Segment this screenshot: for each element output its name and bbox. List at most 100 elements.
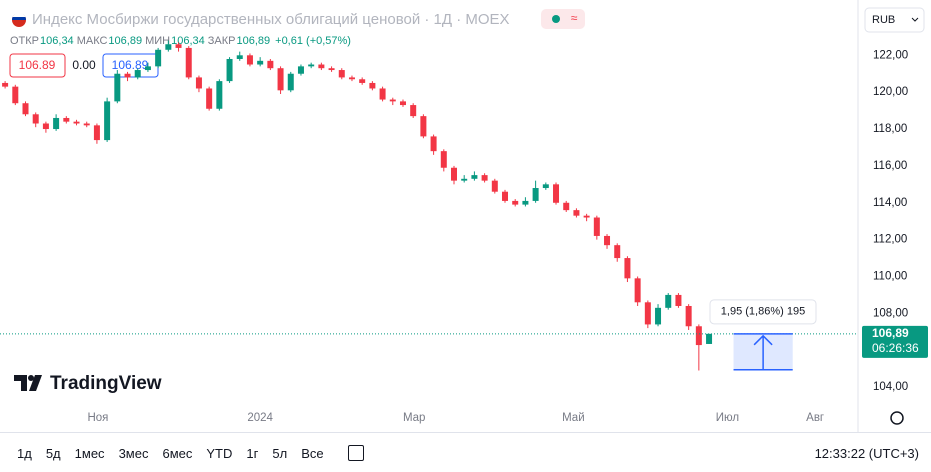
candle-body bbox=[461, 178, 468, 181]
range-button[interactable]: 5л bbox=[272, 445, 288, 461]
candle-body bbox=[655, 307, 662, 325]
candle-body bbox=[522, 200, 529, 205]
candle-body bbox=[53, 117, 60, 130]
candle-body bbox=[359, 79, 366, 83]
ohlc-label: ЗАКР bbox=[208, 35, 236, 47]
candle-body bbox=[379, 88, 386, 100]
candle-body bbox=[185, 47, 192, 78]
chevron bbox=[911, 17, 919, 22]
measure-arrow bbox=[753, 334, 773, 370]
candle-body bbox=[491, 180, 498, 192]
candle-body bbox=[430, 136, 437, 152]
status-badge[interactable] bbox=[541, 9, 585, 29]
candle-body bbox=[410, 105, 417, 117]
candle-body bbox=[685, 305, 692, 327]
chart-title: Индекс Мосбиржи государственных облигаци… bbox=[32, 11, 510, 28]
logo: TradingView bbox=[14, 373, 162, 394]
range-button[interactable]: 5д bbox=[45, 445, 61, 461]
candle-body bbox=[593, 217, 600, 236]
candle-body bbox=[624, 258, 631, 279]
candle-body bbox=[369, 82, 376, 89]
ohlc-label: ОТКР bbox=[10, 35, 39, 47]
candle-body bbox=[297, 66, 304, 74]
candle-body bbox=[634, 278, 641, 303]
currency-select[interactable] bbox=[864, 7, 925, 33]
candle-body bbox=[604, 235, 611, 246]
flag-icon bbox=[12, 12, 26, 17]
candle-body bbox=[236, 55, 243, 59]
range-button[interactable]: 3мес bbox=[118, 445, 149, 461]
calendar-icon[interactable] bbox=[347, 445, 364, 461]
logo-text: TradingView bbox=[50, 373, 162, 394]
price-label-box bbox=[862, 325, 928, 358]
candle-body bbox=[104, 101, 111, 141]
y-tick-label: 108,00 bbox=[873, 307, 908, 319]
range-button[interactable]: YTD bbox=[206, 445, 233, 461]
status-icon: ≈ bbox=[571, 11, 578, 25]
candle-body bbox=[389, 99, 396, 102]
ohlc-value: 106,34 bbox=[171, 35, 205, 47]
candle-body bbox=[195, 77, 202, 89]
candle-body bbox=[134, 70, 141, 78]
candle-body bbox=[665, 294, 672, 308]
y-tick-label: 118,00 bbox=[873, 123, 907, 135]
candle-body bbox=[287, 73, 294, 91]
y-tick-label: 104,00 bbox=[873, 381, 908, 393]
candle-body bbox=[553, 184, 560, 203]
logo-icon bbox=[28, 375, 34, 381]
x-tick-label: Авг bbox=[806, 412, 824, 424]
x-tick-label: Мар bbox=[403, 412, 426, 424]
y-tick-label: 122,00 bbox=[873, 49, 908, 61]
settings-icon[interactable] bbox=[890, 411, 904, 425]
x-tick-label: 2024 bbox=[247, 412, 273, 424]
candle-body bbox=[399, 101, 406, 106]
candle-body bbox=[542, 184, 549, 189]
candle-body bbox=[277, 68, 284, 91]
candle-body bbox=[471, 175, 478, 179]
candle-body bbox=[22, 103, 29, 115]
candle-body bbox=[175, 44, 182, 48]
toolbar: 1д 5д 1мес 3мес 6мес YTD 1г 5л Все 12:33:22 (UTC+… bbox=[0, 432, 931, 472]
ohlc-value: 106,89 bbox=[236, 35, 270, 47]
candle-body bbox=[706, 333, 713, 344]
candle-body bbox=[63, 117, 70, 122]
candle-body bbox=[216, 81, 223, 109]
sell-button[interactable] bbox=[9, 53, 66, 78]
clock[interactable]: 12:33:22 (UTC+3) bbox=[814, 445, 919, 461]
range-button[interactable]: 1мес bbox=[74, 445, 105, 461]
ohlc-change: +0,61 (+0,57%) bbox=[275, 35, 351, 47]
candle-body bbox=[338, 70, 345, 78]
candle-body bbox=[165, 44, 172, 50]
y-tick-label: 112,00 bbox=[873, 234, 907, 246]
candle-body bbox=[348, 77, 355, 80]
range-button[interactable]: 1д bbox=[17, 445, 32, 461]
y-tick-label: 110,00 bbox=[873, 271, 907, 283]
candle-body bbox=[440, 151, 447, 168]
range-button[interactable]: 6мес bbox=[162, 445, 193, 461]
ohlc-value: 106,34 bbox=[40, 35, 74, 47]
countdown: 06:26:36 bbox=[872, 341, 919, 355]
range-button[interactable]: 1г bbox=[246, 445, 259, 461]
spread: 0.00 bbox=[72, 58, 96, 72]
candle-body bbox=[12, 86, 19, 104]
candle-body bbox=[532, 188, 539, 201]
candle-body bbox=[614, 245, 621, 259]
candle-body bbox=[124, 73, 131, 78]
candle-body bbox=[644, 302, 651, 325]
candle-body bbox=[583, 215, 590, 218]
price-label: 106,89 bbox=[872, 326, 909, 340]
candle-body bbox=[83, 123, 90, 126]
candle-body bbox=[512, 200, 519, 205]
candle-body bbox=[563, 202, 570, 211]
ask: 106.89 bbox=[112, 58, 149, 72]
candle-body bbox=[450, 167, 457, 181]
candle-body bbox=[573, 210, 580, 216]
candle-body bbox=[155, 49, 162, 67]
candle-body bbox=[502, 191, 509, 201]
candle-body bbox=[675, 294, 682, 306]
chart: Индекс Мосбиржи государственных облигаци… bbox=[0, 0, 928, 432]
y-tick-label: 116,00 bbox=[873, 160, 907, 172]
candle-body bbox=[206, 88, 213, 109]
candle-body bbox=[42, 123, 49, 130]
range-button[interactable]: Все bbox=[301, 445, 324, 461]
